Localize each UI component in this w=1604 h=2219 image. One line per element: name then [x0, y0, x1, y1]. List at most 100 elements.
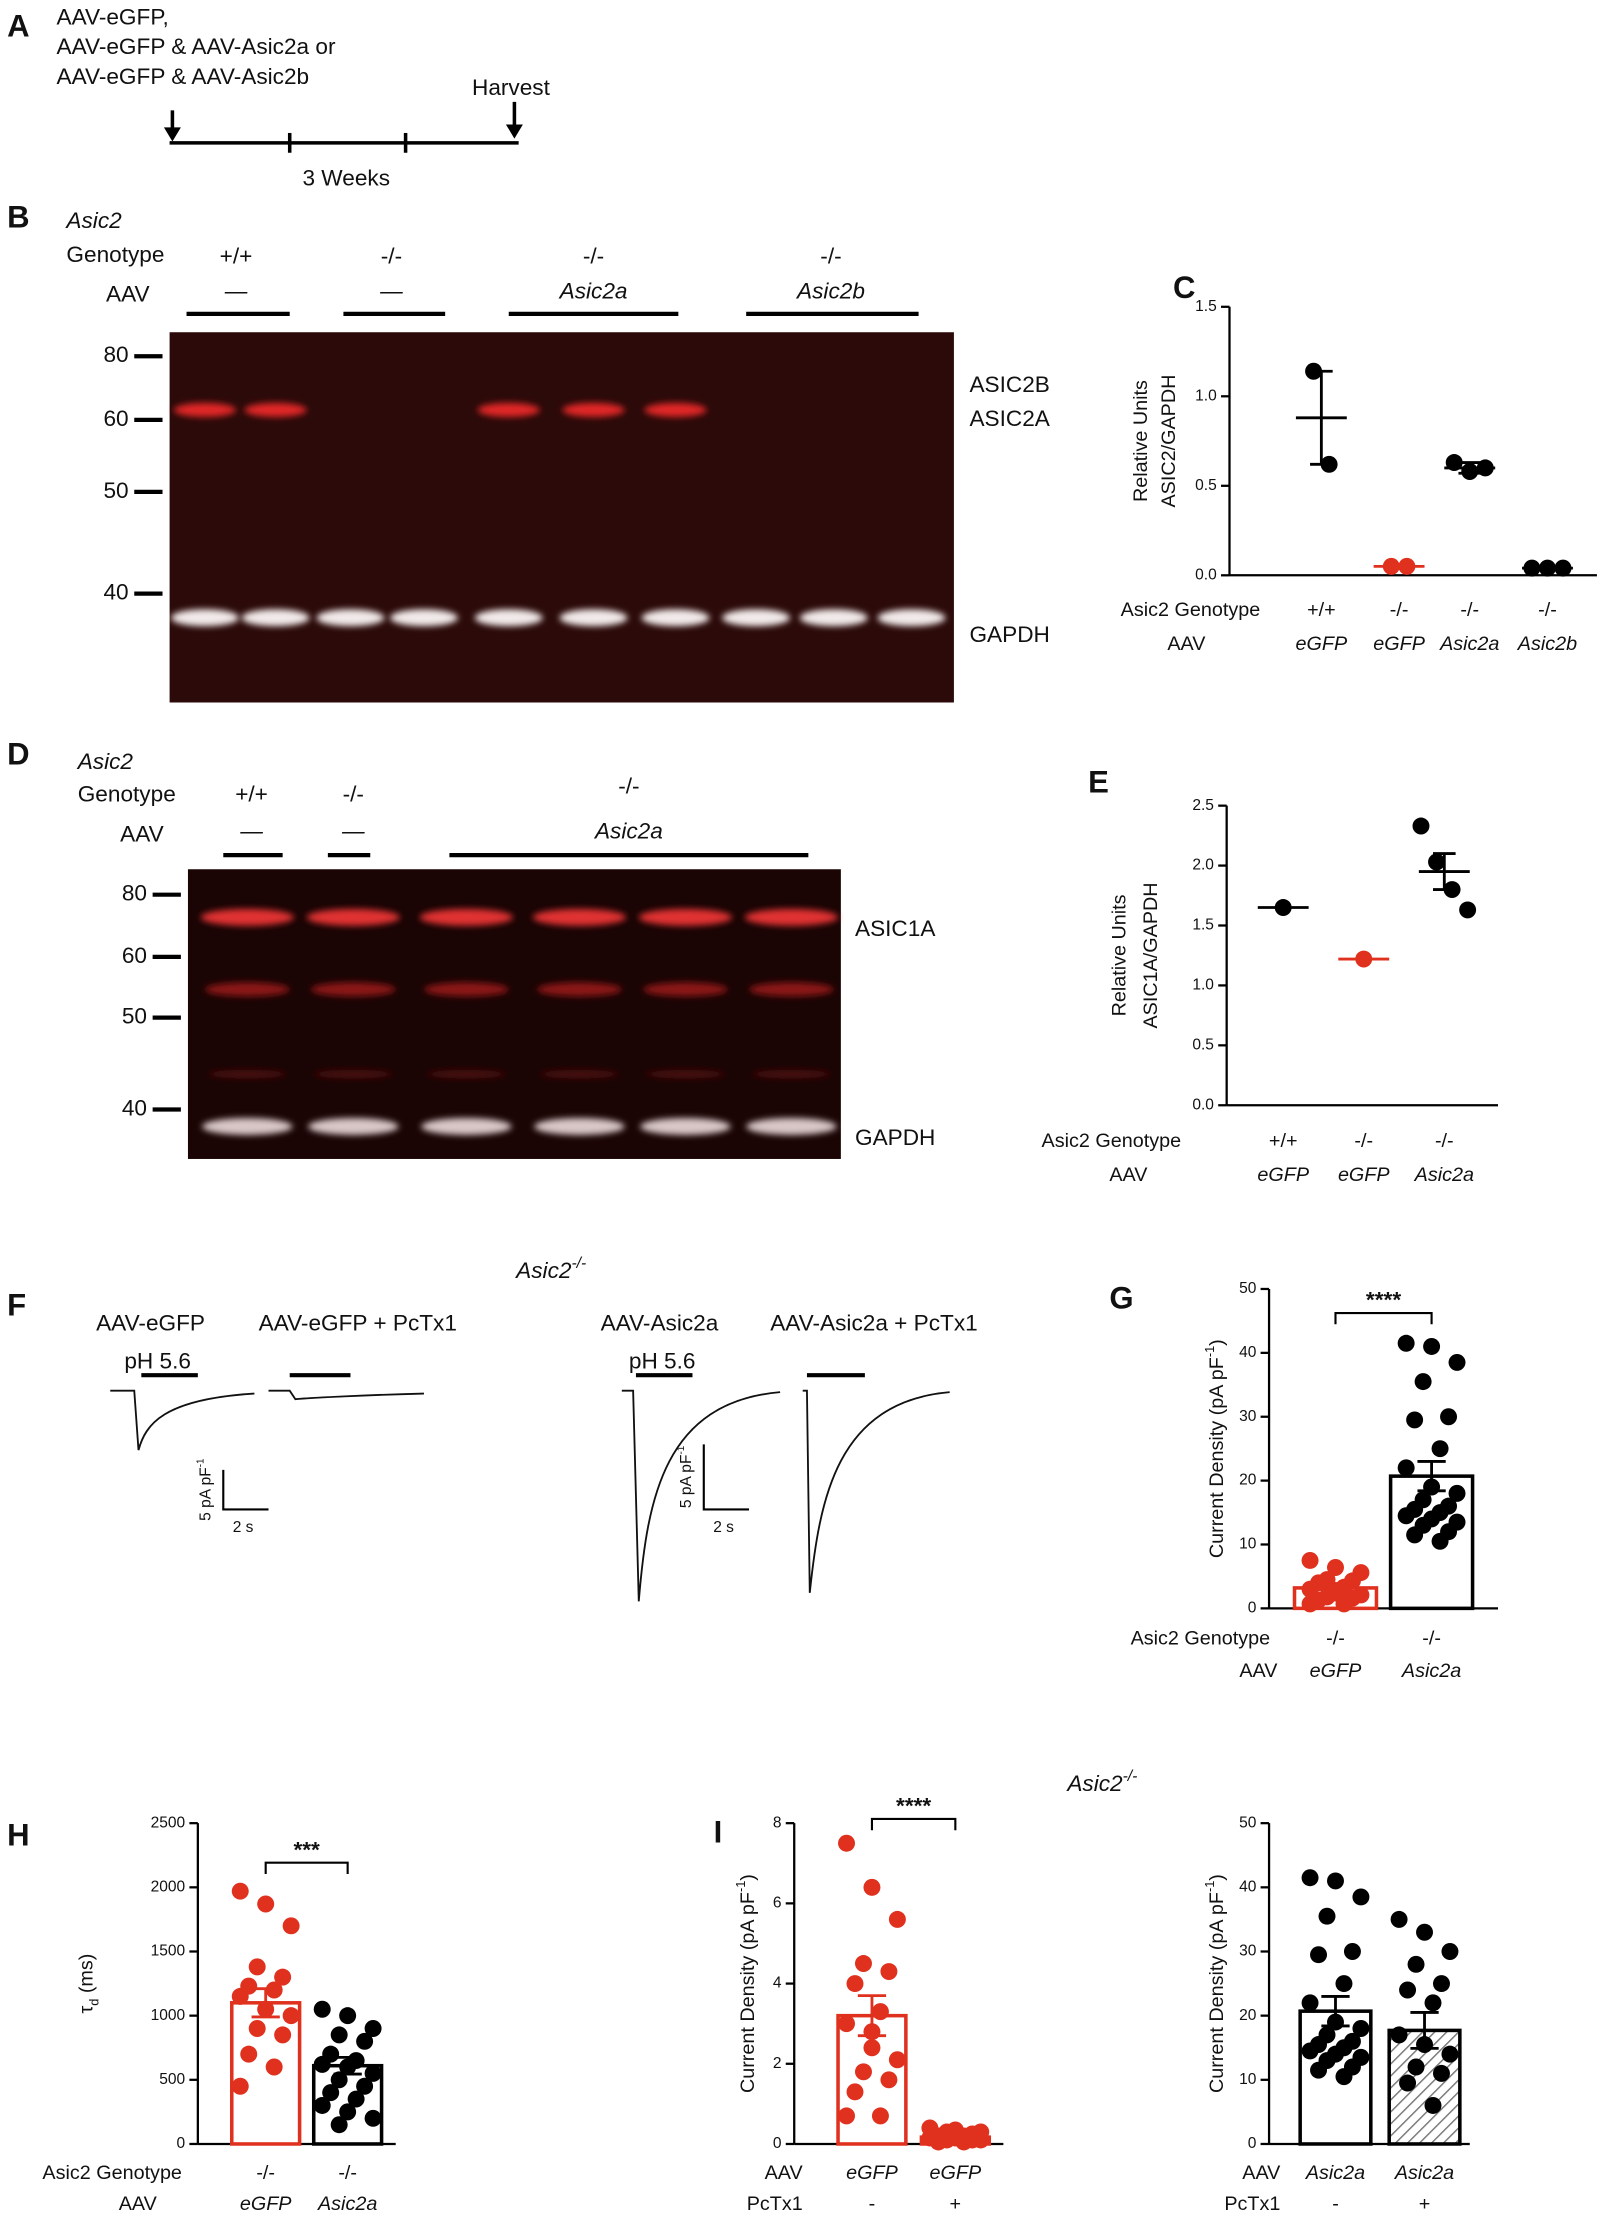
data-point	[1412, 817, 1430, 835]
band	[241, 609, 310, 627]
data-point	[356, 2077, 374, 2095]
y-tick-label: 10	[1239, 1536, 1257, 1553]
data-point	[1335, 1975, 1353, 1993]
row-label: AAV	[1242, 2162, 1281, 2184]
data-point	[1440, 1408, 1458, 1426]
y-axis-label: Current Density (pA pF-1)	[1202, 1339, 1228, 1558]
row-label: Asic2 Genotype	[1121, 599, 1261, 621]
aav-value: —	[379, 279, 403, 304]
data-point	[1406, 1526, 1424, 1544]
endpoint-label: Harvest	[472, 75, 551, 100]
band	[537, 982, 622, 997]
scale-y-label: 5 pA pF-1	[195, 1458, 214, 1521]
blot	[169, 332, 954, 703]
y-tick-label: 0.0	[1195, 566, 1217, 583]
trace	[621, 1389, 781, 1602]
y-tick-label: 1000	[151, 2007, 186, 2024]
aav-value: —	[224, 279, 248, 304]
data-point	[1310, 2061, 1328, 2079]
marker-label: 50	[122, 1004, 147, 1029]
band	[539, 1069, 619, 1079]
y-tick-label: 0.0	[1192, 1096, 1214, 1113]
genotype-value: -/-	[583, 243, 604, 268]
y-axis-label: ASIC1A/GAPDH	[1140, 882, 1162, 1028]
y-tick-label: 20	[1239, 2007, 1257, 2024]
genotype-value: -/-	[381, 243, 402, 268]
data-point	[1301, 2042, 1319, 2060]
y-tick-label: 1.0	[1195, 387, 1217, 404]
category-label: Asic2a	[317, 2193, 377, 2215]
panel-letter: B	[7, 199, 29, 234]
condition-label: AAV-eGFP + PcTx1	[259, 1310, 457, 1335]
scale-y-exp: -1	[676, 1445, 687, 1454]
band	[532, 908, 627, 926]
band	[200, 908, 294, 926]
data-point	[231, 1987, 249, 2005]
category-label: eGFP	[1296, 633, 1348, 655]
y-axis-label-part: Current Density (pA pF	[1206, 1892, 1228, 2093]
y-tick-label: 10	[1239, 2071, 1257, 2088]
panel-letter: F	[7, 1288, 26, 1323]
arrow-head	[163, 127, 181, 142]
data-point	[1424, 1994, 1442, 2012]
data-point	[1407, 1955, 1425, 1973]
title-genotype: -/-	[1123, 1768, 1138, 1785]
data-point	[231, 1882, 249, 1900]
band	[746, 1117, 837, 1135]
significance-label: ****	[1366, 1288, 1401, 1313]
gene-label: Asic2	[64, 208, 122, 233]
significance-bracket	[264, 1861, 349, 1875]
data-point	[1406, 1411, 1424, 1429]
data-point	[1335, 2068, 1353, 2086]
data-point	[1310, 1946, 1328, 1964]
category-label: +	[950, 2193, 962, 2215]
data-point	[838, 2015, 855, 2033]
data-point	[356, 2032, 374, 2050]
y-axis-label-part: )	[1206, 1339, 1228, 1346]
band	[877, 609, 946, 627]
genotype-value: +/+	[220, 243, 253, 268]
category-label: Asic2a	[1305, 2162, 1365, 2184]
category-label: -/-	[1326, 1628, 1345, 1650]
category-label: Asic2a	[1439, 633, 1499, 655]
data-point	[846, 2083, 864, 2101]
aav-value: —	[341, 818, 365, 843]
y-axis-label-part: -1	[733, 1881, 748, 1892]
y-axis-label-part: -1	[1202, 1881, 1217, 1892]
category-label: eGFP	[1310, 1660, 1362, 1682]
timeline	[163, 101, 523, 153]
duration-label: 3 Weeks	[302, 166, 390, 191]
data-point	[838, 1834, 855, 1852]
data-point	[364, 2020, 382, 2037]
title-gene: Asic2	[1065, 1771, 1123, 1796]
band	[204, 982, 290, 997]
data-point	[1448, 1353, 1466, 1371]
panel-letter: D	[7, 736, 29, 771]
band	[207, 1069, 287, 1079]
arrow-head	[505, 124, 523, 139]
data-point	[846, 1975, 864, 1993]
category-label: -/-	[1538, 599, 1557, 621]
y-tick-label: 4	[773, 1975, 782, 1992]
band	[562, 402, 625, 418]
row-label: Asic2 Genotype	[1131, 1628, 1271, 1650]
data-point	[1301, 1869, 1319, 1887]
y-axis-label: Relative Units	[1130, 380, 1152, 502]
scale-bars	[222, 1444, 750, 1511]
data-point	[313, 2055, 331, 2073]
row-label: AAV	[1239, 1660, 1278, 1682]
category-label: eGFP	[1338, 1164, 1390, 1186]
y-tick-label: 2.0	[1192, 857, 1214, 874]
marker-label: 60	[103, 406, 128, 431]
y-tick-label: 0	[1248, 1599, 1257, 1616]
y-tick-label: 2500	[151, 1814, 186, 1831]
data-point	[265, 2058, 283, 2076]
panel-title: Asic2-/-	[514, 1255, 586, 1283]
data-point	[347, 2090, 365, 2108]
band	[559, 609, 628, 627]
data-point	[863, 1878, 881, 1896]
row-label: Asic2 Genotype	[42, 2162, 182, 2184]
y-axis-label-part: Relative Units	[1130, 380, 1152, 502]
y-tick-label: 500	[159, 2071, 185, 2088]
data-point	[364, 2064, 382, 2082]
